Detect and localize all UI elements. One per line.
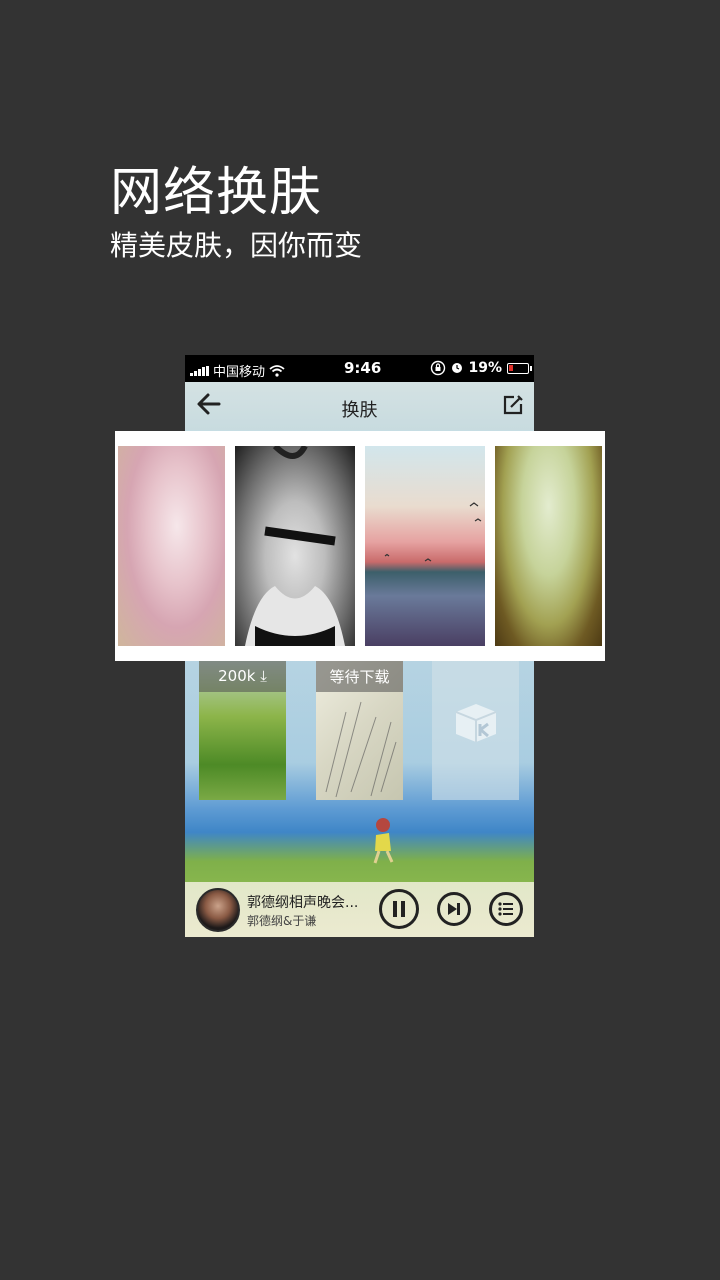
box-placeholder-icon [455, 704, 497, 742]
skin-preview-carousel [115, 431, 605, 661]
mini-player: 郭德纲相声晚会... 郭德纲&于谦 [185, 882, 534, 937]
clock: 9:46 [344, 359, 382, 377]
grass-streaks-image [325, 701, 397, 798]
skin-item-empty[interactable] [432, 660, 519, 800]
pause-icon [393, 901, 405, 917]
skin-thumbnail-moss[interactable] [495, 446, 602, 646]
skin-thumbnail-sunset[interactable] [365, 446, 485, 646]
track-artist: 郭德纲&于谦 [247, 914, 317, 928]
skin-item[interactable]: 等待下载 [316, 660, 403, 800]
alarm-icon [452, 363, 463, 373]
playlist-button[interactable] [489, 892, 523, 926]
figure-silhouette [245, 446, 345, 646]
download-status-badge: 等待下载 [316, 660, 403, 692]
nav-title: 换肤 [341, 400, 378, 421]
next-icon [448, 903, 460, 915]
track-title[interactable]: 郭德纲相声晚会... [247, 895, 359, 911]
carrier-label: 中国移动 [213, 365, 266, 380]
page-title: 网络换肤 [110, 163, 323, 223]
pause-button[interactable] [379, 889, 419, 929]
download-size-badge: 200k ⤓ [199, 660, 286, 692]
battery-percent: 19% [468, 360, 502, 376]
battery-icon [507, 362, 532, 374]
arrow-left-icon [197, 393, 221, 415]
edit-icon [503, 395, 523, 415]
running-kid-illustration [373, 818, 394, 864]
skin-item[interactable]: 200k ⤓ [199, 660, 286, 800]
skin-thumbnail-flower[interactable] [118, 446, 225, 646]
rotation-lock-icon [431, 360, 446, 376]
avatar[interactable] [196, 888, 240, 932]
birds-decoration [384, 502, 482, 562]
skin-thumbnail-portrait[interactable] [235, 446, 355, 646]
edit-button[interactable] [502, 394, 524, 416]
back-button[interactable] [195, 390, 223, 424]
nav-bar: 换肤 [185, 382, 534, 430]
playlist-icon [498, 902, 513, 916]
wifi-icon [269, 364, 285, 377]
next-button[interactable] [437, 892, 471, 926]
page-subtitle: 精美皮肤，因你而变 [110, 229, 363, 262]
signal-icon [190, 365, 209, 376]
skin-grid: 200k ⤓ 等待下载 [185, 655, 534, 805]
status-bar: 中国移动 9:46 19% [185, 355, 534, 382]
